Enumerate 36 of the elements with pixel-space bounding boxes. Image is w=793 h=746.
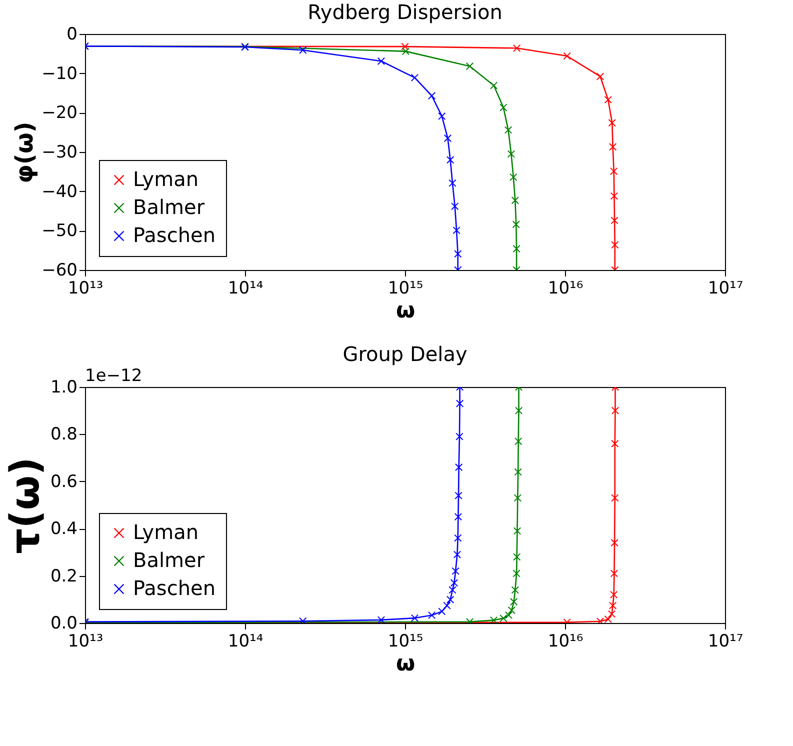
y-tick-label: −50 xyxy=(42,221,78,242)
y-tick-label: 0.2 xyxy=(50,566,78,586)
x-tick-label: 10¹³ xyxy=(68,632,104,652)
x-tick-label: 10¹⁵ xyxy=(388,632,424,652)
legend-label: Paschen xyxy=(133,576,216,600)
y-tick-label: 0.4 xyxy=(50,519,78,540)
legend-label: Lyman xyxy=(133,520,199,544)
x-tick-label: 10¹⁶ xyxy=(548,278,584,298)
x-tick-label: 10¹⁶ xyxy=(548,632,584,652)
y-tick-label: −60 xyxy=(42,260,78,280)
x-tick-label: 10¹⁷ xyxy=(708,632,744,652)
x-tick-label: 10¹⁵ xyxy=(388,278,424,298)
y-tick-label: −20 xyxy=(42,103,78,124)
y-tick-label: −30 xyxy=(42,142,78,162)
x-tick-label: 10¹⁴ xyxy=(228,632,264,652)
legend-label: Balmer xyxy=(133,548,206,572)
y-axis-title: φ(ω) xyxy=(10,122,39,184)
y-tick-label: 0.0 xyxy=(50,614,78,634)
legend-label: Lyman xyxy=(133,167,199,191)
legend-label: Balmer xyxy=(133,195,206,219)
chart-title: Rydberg Dispersion xyxy=(308,0,502,24)
y-tick-label: −40 xyxy=(42,182,78,202)
x-tick-label: 10¹⁴ xyxy=(228,278,264,298)
y-tick-label: −10 xyxy=(42,64,78,84)
y-tick-label: 0.8 xyxy=(50,424,78,445)
x-tick-label: 10¹³ xyxy=(68,278,104,298)
y-tick-label: 0.6 xyxy=(50,472,78,492)
y-tick-label: 1.0 xyxy=(50,378,78,398)
x-axis-title: ω xyxy=(396,652,416,676)
y-axis-title: τ(ω) xyxy=(2,457,48,554)
x-tick-label: 10¹⁷ xyxy=(708,278,744,298)
legend-label: Paschen xyxy=(133,223,216,247)
y-tick-label: 0 xyxy=(66,24,78,44)
chart-title: Group Delay xyxy=(342,342,468,366)
text: 1e−12 xyxy=(85,366,142,386)
x-axis-title: ω xyxy=(396,298,416,324)
